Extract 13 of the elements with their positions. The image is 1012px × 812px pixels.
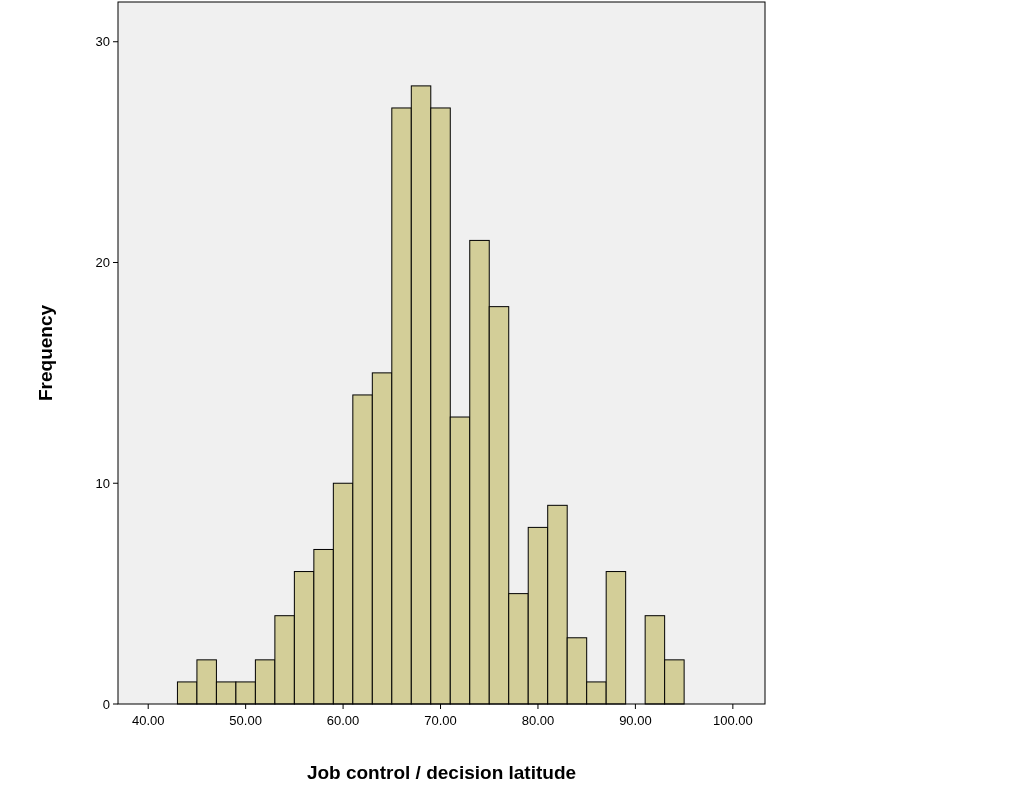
x-tick-label: 70.00 bbox=[424, 713, 457, 728]
y-tick-label: 10 bbox=[95, 475, 110, 491]
x-tick-label: 100.00 bbox=[712, 713, 753, 728]
y-axis-title: Frequency bbox=[35, 304, 56, 402]
x-tick-label: 90.00 bbox=[619, 713, 652, 728]
x-tick-label: 50.00 bbox=[229, 713, 262, 728]
x-tick-label: 60.00 bbox=[326, 713, 360, 728]
y-tick-label: 30 bbox=[95, 34, 110, 50]
y-tick-label: 0 bbox=[102, 696, 110, 712]
x-axis-title: Job control / decision latitude bbox=[306, 762, 577, 783]
x-tick-label: 40.00 bbox=[131, 713, 165, 728]
x-tick-label: 80.00 bbox=[521, 713, 555, 728]
y-tick-label: 20 bbox=[95, 255, 110, 271]
